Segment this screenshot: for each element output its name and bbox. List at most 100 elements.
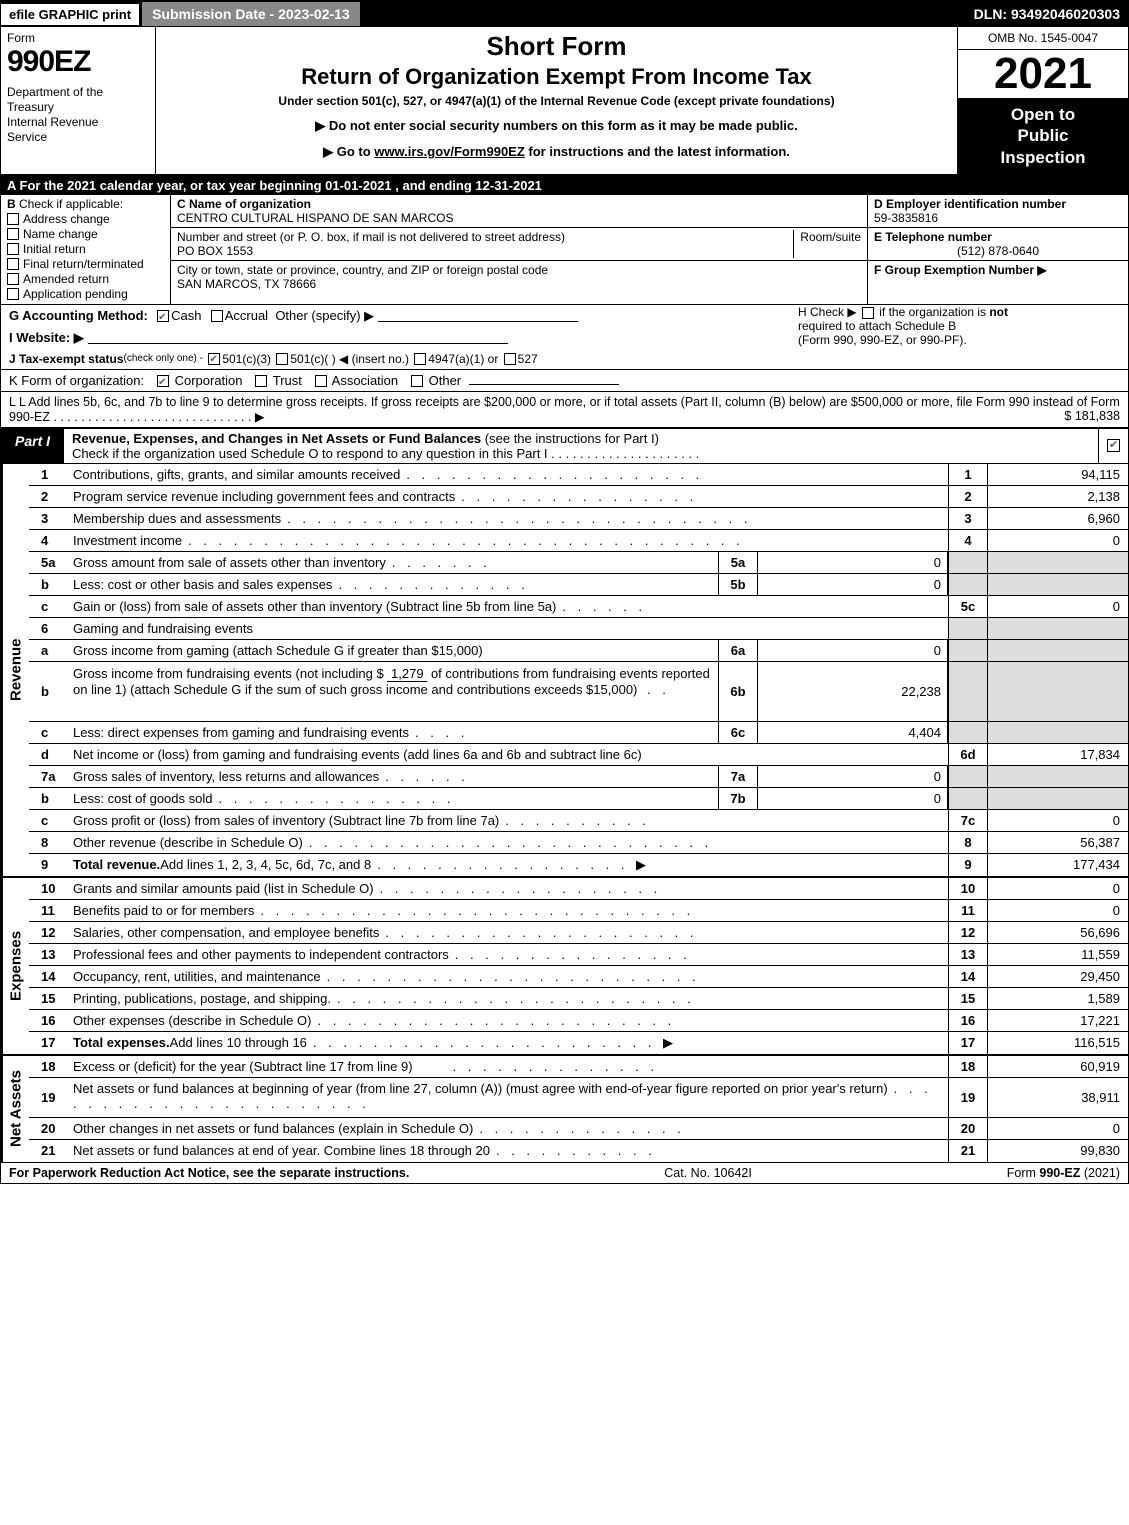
l-dots: . . . . . . . . . . . . . . . . . . . . … (53, 410, 264, 424)
org-name-label: C Name of organization (177, 197, 311, 211)
line-21-value: 99,830 (988, 1140, 1128, 1162)
line-6b-inline-amount: 1,279 (387, 666, 427, 682)
group-exemption-row: F Group Exemption Number ▶ (868, 261, 1128, 279)
l-amount: $ 181,838 (1064, 409, 1120, 423)
street-value: PO BOX 1553 (177, 244, 253, 258)
chk-application-pending[interactable]: Application pending (7, 287, 164, 301)
phone-row: E Telephone number (512) 878-0640 (868, 228, 1128, 261)
chk-accrual[interactable] (211, 310, 223, 322)
revenue-side-label: Revenue (1, 464, 29, 876)
line-7c-value: 0 (988, 810, 1128, 831)
website-blank (88, 332, 508, 344)
chk-501c[interactable] (276, 353, 288, 365)
chk-trust[interactable] (255, 375, 267, 387)
line-3: 3 Membership dues and assessments. . . .… (29, 508, 1128, 530)
line-8: 8 Other revenue (describe in Schedule O)… (29, 832, 1128, 854)
line-10: 10 Grants and similar amounts paid (list… (29, 878, 1128, 900)
form-label: Form (7, 31, 149, 45)
chk-cash[interactable] (157, 310, 169, 322)
tax-year: 2021 (958, 50, 1128, 96)
line-13: 13 Professional fees and other payments … (29, 944, 1128, 966)
line-1: 1 Contributions, gifts, grants, and simi… (29, 464, 1128, 486)
checkbox-icon (7, 243, 19, 255)
expenses-side-label: Expenses (1, 878, 29, 1054)
k-label: K Form of organization: (9, 373, 144, 388)
ein-row: D Employer identification number 59-3835… (868, 195, 1128, 228)
chk-4947[interactable] (414, 353, 426, 365)
chk-initial-return[interactable]: Initial return (7, 242, 164, 256)
line-21: 21 Net assets or fund balances at end of… (29, 1140, 1128, 1162)
part-1-schedule-o-check[interactable] (1098, 429, 1128, 463)
checkbox-icon (7, 213, 19, 225)
top-bar: efile GRAPHIC print Submission Date - 20… (1, 1, 1128, 27)
form-number: 990EZ (7, 45, 149, 79)
line-19-value: 38,911 (988, 1078, 1128, 1117)
omb-number: OMB No. 1545-0047 (958, 27, 1128, 50)
street-label: Number and street (or P. O. box, if mail… (177, 230, 565, 244)
row-l-gross-receipts: L L Add lines 5b, 6c, and 7b to line 9 t… (1, 392, 1128, 429)
chk-schedule-b[interactable] (862, 307, 874, 319)
chk-association[interactable] (315, 375, 327, 387)
chk-other-org[interactable] (411, 375, 423, 387)
section-c: C Name of organization CENTRO CULTURAL H… (171, 195, 868, 304)
group-exemption-label: F Group Exemption Number ▶ (874, 263, 1047, 277)
short-form-title: Short Form (164, 31, 949, 62)
chk-final-return[interactable]: Final return/terminated (7, 257, 164, 271)
phone-label: E Telephone number (874, 230, 992, 244)
chk-name-change[interactable]: Name change (7, 227, 164, 241)
form-container: efile GRAPHIC print Submission Date - 20… (0, 0, 1129, 1184)
line-20-value: 0 (988, 1118, 1128, 1139)
checkbox-checked-icon (1107, 439, 1120, 452)
section-b: B Check if applicable: Address change Na… (1, 195, 171, 304)
line-5b: b Less: cost or other basis and sales ex… (29, 574, 1128, 596)
checkbox-icon (7, 288, 19, 300)
line-12: 12 Salaries, other compensation, and emp… (29, 922, 1128, 944)
instr2-post: for instructions and the latest informat… (525, 144, 790, 159)
line-16: 16 Other expenses (describe in Schedule … (29, 1010, 1128, 1032)
line-16-value: 17,221 (988, 1010, 1128, 1031)
efile-print-label[interactable]: efile GRAPHIC print (1, 4, 139, 25)
chk-corporation[interactable] (157, 375, 169, 387)
line-6a: a Gross income from gaming (attach Sched… (29, 640, 1128, 662)
department-label: Department of theTreasuryInternal Revenu… (7, 85, 149, 145)
line-13-value: 11,559 (988, 944, 1128, 965)
j-label: J Tax-exempt status (9, 352, 124, 366)
line-6c-value: 4,404 (758, 722, 948, 743)
line-14-value: 29,450 (988, 966, 1128, 987)
chk-527[interactable] (504, 353, 516, 365)
header-block: Form 990EZ Department of theTreasuryInte… (1, 27, 1128, 176)
line-7a: 7a Gross sales of inventory, less return… (29, 766, 1128, 788)
irs-link[interactable]: www.irs.gov/Form990EZ (374, 144, 525, 159)
dln-label: DLN: 93492046020303 (974, 6, 1128, 22)
form-subtitle: Under section 501(c), 527, or 4947(a)(1)… (164, 94, 949, 108)
instruction-2: ▶ Go to www.irs.gov/Form990EZ for instru… (164, 144, 949, 160)
line-15: 15 Printing, publications, postage, and … (29, 988, 1128, 1010)
g-label: G Accounting Method: (9, 308, 148, 323)
expenses-section: Expenses 10 Grants and similar amounts p… (1, 878, 1128, 1056)
line-6d: d Net income or (loss) from gaming and f… (29, 744, 1128, 766)
chk-amended-return[interactable]: Amended return (7, 272, 164, 286)
row-i-website: I Website: ▶ (1, 327, 798, 349)
line-20: 20 Other changes in net assets or fund b… (29, 1118, 1128, 1140)
catalog-number: Cat. No. 10642I (664, 1166, 752, 1180)
checkbox-icon (7, 258, 19, 270)
row-k-org-form: K Form of organization: Corporation Trus… (1, 369, 1128, 392)
net-assets-section: Net Assets 18 Excess or (deficit) for th… (1, 1056, 1128, 1163)
line-4-value: 0 (988, 530, 1128, 551)
line-17: 17 Total expenses. Add lines 10 through … (29, 1032, 1128, 1054)
b-label: B (7, 197, 16, 211)
room-label: Room/suite (800, 230, 861, 244)
header-center: Short Form Return of Organization Exempt… (156, 27, 958, 174)
ghijk-block: G Accounting Method: Cash Accrual Other … (1, 305, 1128, 429)
line-18: 18 Excess or (deficit) for the year (Sub… (29, 1056, 1128, 1078)
ein-label: D Employer identification number (874, 197, 1066, 211)
row-h: H Check ▶ if the organization is not req… (798, 305, 1128, 369)
header-right: OMB No. 1545-0047 2021 Open toPublicInsp… (958, 27, 1128, 174)
chk-address-change[interactable]: Address change (7, 212, 164, 226)
row-g-accounting: G Accounting Method: Cash Accrual Other … (1, 305, 798, 327)
row-a-tax-year: A For the 2021 calendar year, or tax yea… (1, 176, 1128, 195)
chk-501c3[interactable] (208, 353, 220, 365)
checkbox-icon (7, 228, 19, 240)
line-5c: c Gain or (loss) from sale of assets oth… (29, 596, 1128, 618)
revenue-lines: 1 Contributions, gifts, grants, and simi… (29, 464, 1128, 876)
